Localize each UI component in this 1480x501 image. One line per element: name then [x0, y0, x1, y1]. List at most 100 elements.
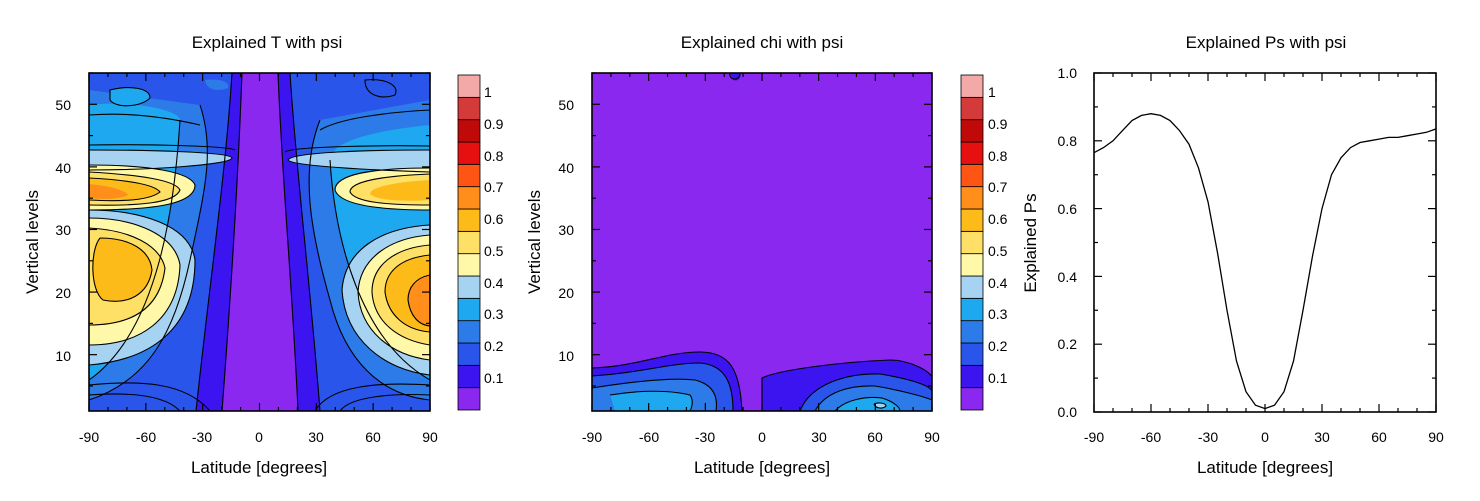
panel3-xtick-label: -90 — [1084, 429, 1104, 445]
panel2-colorbar-label: 0.6 — [988, 211, 1008, 227]
colorbar-box — [457, 253, 481, 277]
panel1-colorbar-label: 0.8 — [484, 148, 504, 164]
panel3-ytick-label: 0.4 — [1058, 269, 1078, 285]
colorbar-box — [457, 230, 481, 255]
panel2-colorbar-label: 0.1 — [988, 370, 1008, 386]
colorbar-box — [960, 208, 984, 232]
colorbar-box — [960, 119, 984, 143]
panel1-colorbar-label: 0.6 — [484, 211, 504, 227]
panel-temperature: Explained T with psi — [23, 33, 438, 477]
colorbar-box — [960, 297, 984, 322]
panel2-contour-lines — [592, 73, 932, 411]
panel2-xtick-label: 60 — [867, 429, 883, 445]
panel3-plot-frame — [1093, 72, 1437, 413]
panel2-ytick-label: 10 — [558, 348, 574, 364]
panel3-ytick-label: 0.2 — [1058, 336, 1078, 352]
panel2-contour-field — [592, 73, 932, 411]
ps-series-line — [1094, 113, 1436, 410]
panel1-ticks — [88, 72, 431, 411]
panel2-ytick-label: 50 — [558, 97, 574, 113]
panel2-colorbar-label: 0.9 — [988, 116, 1008, 132]
panel3-ytick-label: 0.0 — [1058, 404, 1078, 420]
panel1-ytick-label: 10 — [55, 348, 71, 364]
colorbar-box — [457, 387, 481, 411]
panel2-xtick-label: 90 — [924, 429, 940, 445]
panel1-xtick-label: 60 — [365, 429, 381, 445]
panel2-xtick-label: -60 — [639, 429, 659, 445]
colorbar-box — [457, 96, 481, 121]
panel3-y-axis-label: Explained Ps — [1021, 193, 1040, 292]
panel1-colorbar-label: 1 — [484, 84, 492, 100]
panel3-xtick-label: 90 — [1428, 429, 1444, 445]
colorbar-box — [960, 96, 984, 121]
panel2-colorbar-label: 0.2 — [988, 338, 1008, 354]
colorbar-box — [960, 141, 984, 165]
panel1-contour-field — [89, 73, 430, 411]
colorbar-box — [960, 163, 984, 188]
colorbar-box — [457, 119, 481, 143]
panel1-colorbar-label: 0.2 — [484, 338, 504, 354]
colorbar-box — [457, 364, 481, 389]
panel2-colorbar-label: 0.8 — [988, 148, 1008, 164]
panel1-ytick-label: 40 — [55, 160, 71, 176]
panel1-title: Explained T with psi — [192, 33, 343, 52]
panel1-colorbar-label: 0.3 — [484, 306, 504, 322]
colorbar-box — [960, 230, 984, 255]
colorbar-box — [960, 74, 984, 98]
panel1-xtick-label: 90 — [422, 429, 438, 445]
panel2-xtick-label: -90 — [582, 429, 602, 445]
panel1-colorbar-label: 0.1 — [484, 370, 504, 386]
panel3-xtick-label: -30 — [1198, 429, 1218, 445]
panel2-ytick-label: 30 — [558, 222, 574, 238]
colorbar-box — [960, 387, 984, 411]
colorbar-box — [457, 342, 481, 366]
panel3-ytick-label: 0.8 — [1058, 133, 1078, 149]
panel3-ticks — [1093, 72, 1437, 413]
panel2-colorbar-label: 1 — [988, 84, 996, 100]
colorbar-box — [960, 253, 984, 277]
panel3-xtick-label: -60 — [1141, 429, 1161, 445]
panel2-title: Explained chi with psi — [681, 33, 844, 52]
panel2-xtick-label: -30 — [695, 429, 715, 445]
colorbar-box — [960, 364, 984, 389]
panel3-ytick-label: 1.0 — [1058, 65, 1078, 81]
panel1-colorbar-label: 0.5 — [484, 243, 504, 259]
panel2-colorbar-label: 0.5 — [988, 243, 1008, 259]
panel2-ticks — [591, 72, 933, 411]
panel1-xtick-label: -30 — [192, 429, 212, 445]
panel1-colorbar: 0.1 0.2 0.3 0.4 0.5 0.6 0.7 0.8 0.9 1 — [457, 74, 504, 411]
panel3-ytick-label: 0.6 — [1058, 201, 1078, 217]
panel2-ytick-label: 20 — [558, 285, 574, 301]
panel1-ytick-label: 20 — [55, 285, 71, 301]
panel1-colorbar-label: 0.9 — [484, 116, 504, 132]
panel2-colorbar: 0.1 0.2 0.3 0.4 0.5 0.6 0.7 0.8 0.9 1 — [960, 74, 1008, 411]
panel1-colorbar-label: 0.4 — [484, 275, 504, 291]
colorbar-box — [960, 320, 984, 344]
panel3-xtick-label: 60 — [1371, 429, 1387, 445]
panel-surface-pressure: Explained Ps with psi -90 -60 -30 0 30 6… — [1021, 33, 1444, 477]
panel2-ytick-label: 40 — [558, 160, 574, 176]
panel1-xtick-label: 0 — [255, 429, 263, 445]
panel-chi: Explained chi with psi — [525, 33, 940, 477]
panel1-xtick-label: 30 — [308, 429, 324, 445]
colorbar-box — [960, 342, 984, 366]
panel1-ytick-label: 50 — [55, 97, 71, 113]
panel1-ytick-label: 30 — [55, 222, 71, 238]
panel3-xtick-label: 0 — [1261, 429, 1269, 445]
panel2-colorbar-label: 0.7 — [988, 179, 1008, 195]
panel3-title: Explained Ps with psi — [1186, 33, 1347, 52]
colorbar-box — [960, 275, 984, 299]
colorbar-box — [457, 141, 481, 165]
panel2-y-axis-label: Vertical levels — [525, 190, 544, 294]
panel2-xtick-label: 0 — [758, 429, 766, 445]
colorbar-box — [457, 186, 481, 210]
panel1-contour-lines — [89, 73, 430, 411]
panel3-x-axis-label: Latitude [degrees] — [1197, 458, 1333, 477]
panel1-xtick-label: -60 — [136, 429, 156, 445]
panel1-xtick-label: -90 — [79, 429, 99, 445]
colorbar-box — [457, 297, 481, 322]
colorbar-box — [457, 275, 481, 299]
panel1-x-axis-label: Latitude [degrees] — [191, 458, 327, 477]
panel1-y-axis-label: Vertical levels — [23, 190, 42, 294]
